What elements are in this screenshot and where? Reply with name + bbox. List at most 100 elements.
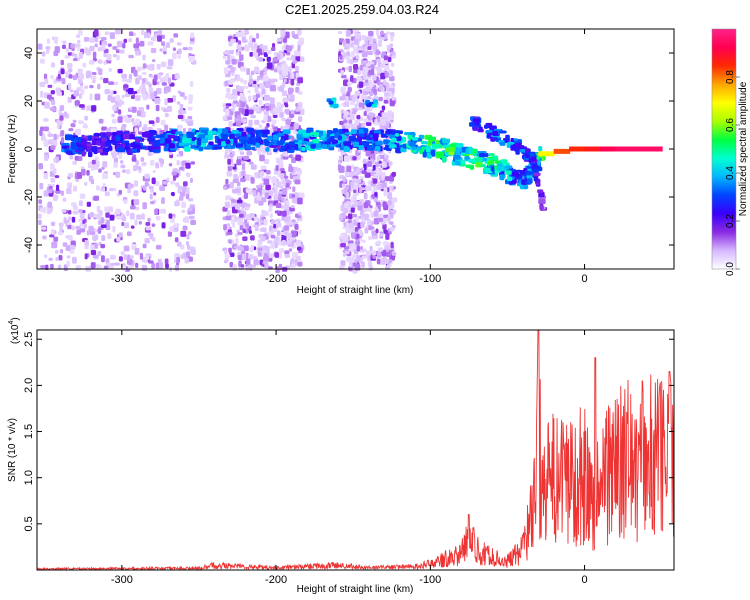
spectrogram-cell <box>102 161 108 168</box>
spectrogram-cell <box>351 178 357 182</box>
spectrogram-cell <box>97 46 103 52</box>
spectrogram-cell <box>237 61 244 68</box>
spectrogram-cell <box>223 259 228 264</box>
spectrogram-cell <box>78 73 85 80</box>
spectrogram-cell <box>382 214 389 218</box>
spectrogram-cell <box>142 185 147 191</box>
spectrogram-cell <box>513 138 518 142</box>
spectrogram-cell <box>187 116 193 120</box>
spectrogram-cell <box>350 75 354 83</box>
spectrogram-cell <box>270 141 276 145</box>
spectrogram-cell <box>150 47 157 54</box>
spectrogram-cell <box>376 251 382 258</box>
spectrogram-cell <box>106 128 112 133</box>
spectrogram-cell <box>261 263 265 267</box>
spectrogram-cell <box>266 115 272 122</box>
spectrogram-cell <box>280 125 284 130</box>
spectrogram-cell <box>172 52 177 60</box>
spectrogram-cell <box>240 138 248 144</box>
spectrogram-cell <box>69 244 76 250</box>
spectrogram-cell <box>138 220 142 225</box>
spectrogram-cell <box>167 59 174 67</box>
spectrogram-cell <box>342 235 349 243</box>
spectrogram-cell <box>105 212 110 218</box>
spectrogram-cell <box>379 84 384 91</box>
spectrogram-cell <box>390 134 396 139</box>
spectrogram-cell <box>357 136 363 141</box>
spectrogram-cell <box>276 230 281 237</box>
spectrogram-cell <box>126 210 130 217</box>
spectrogram-cell <box>80 166 85 170</box>
spectrogram-cell <box>145 255 150 261</box>
spectrogram-cell <box>397 130 403 135</box>
spectrogram-cell <box>120 160 124 164</box>
snr-scale-note: (x104) <box>8 317 21 344</box>
spectrogram-cell <box>87 151 93 158</box>
spectrogram-cell <box>263 219 268 226</box>
spectrogram-cell <box>351 164 355 170</box>
spectrogram-cell <box>355 215 360 223</box>
spectrogram-cell <box>346 256 353 263</box>
spectrogram-cell <box>53 157 57 163</box>
spectrogram-cell <box>177 185 183 191</box>
spectrogram-cell <box>78 52 83 59</box>
spectrogram-cell <box>228 239 232 244</box>
spectrogram-cell <box>289 207 295 212</box>
spectrogram-cell <box>349 59 354 65</box>
spectrogram-cell <box>167 134 176 139</box>
spectrogram-cell <box>116 215 123 220</box>
spectrogram-cell <box>354 240 361 245</box>
snr-frame <box>36 329 675 571</box>
spectrogram-cell <box>378 160 382 164</box>
spectrogram-cell <box>519 148 527 153</box>
spectrogram-cell <box>107 43 112 47</box>
spectrogram-cell <box>110 96 116 103</box>
spectrogram-cell <box>352 156 357 161</box>
spectrogram-cell <box>164 98 168 106</box>
spectrogram-cell <box>295 55 301 62</box>
spectrogram-cell <box>359 249 366 253</box>
spectrogram-cell <box>169 38 174 43</box>
spectrogram-cell <box>261 197 267 203</box>
spectrogram-cell <box>83 223 87 229</box>
spectrogram-cell <box>234 188 241 194</box>
spectrogram-cell <box>284 31 290 39</box>
spectrogram-cell <box>343 79 349 87</box>
spectrogram-cell <box>232 123 237 127</box>
spectrogram-cell <box>381 105 386 111</box>
spectrogram-cell <box>262 245 268 251</box>
spectrogram-cell <box>283 225 290 231</box>
spectrogram-cell <box>132 165 138 172</box>
spectrogram-cell <box>179 196 184 201</box>
spectrogram-cell <box>245 203 251 208</box>
spectrogram-cell <box>249 78 254 85</box>
spectrogram-cell <box>335 144 341 148</box>
spectrogram-cell <box>340 260 346 267</box>
spectrogram-cell <box>131 157 137 162</box>
spectrogram-cell <box>86 170 90 176</box>
spectrogram-cell <box>371 250 377 256</box>
spectrogram-cell <box>280 29 286 37</box>
spectrogram-cell <box>360 222 365 228</box>
spectrogram-cell <box>371 127 375 131</box>
spectrogram-cell <box>373 99 379 104</box>
spectrogram-cell <box>187 198 194 202</box>
spectrogram-cell <box>40 265 46 269</box>
spectrogram-cell <box>338 166 345 173</box>
spectrogram-cell <box>182 181 188 187</box>
spectrogram-cell <box>352 213 357 218</box>
spectrogram-cell <box>365 99 371 104</box>
spectrogram-cell <box>478 152 486 158</box>
spectrogram-cell <box>510 144 515 151</box>
spectrogram-cell <box>171 171 177 176</box>
spectrogram-cell <box>204 129 209 136</box>
spectrogram-cell <box>348 213 353 220</box>
spectrogram-cell <box>364 46 368 52</box>
spectrogram-cell <box>184 146 191 152</box>
spectrogram-cell <box>515 149 520 155</box>
spectrogram-cell <box>112 118 117 124</box>
spectrogram-cell <box>376 66 382 74</box>
spectrogram-cell <box>72 256 77 264</box>
spectrogram-cell <box>98 118 104 124</box>
spectrogram-cell <box>207 130 213 136</box>
